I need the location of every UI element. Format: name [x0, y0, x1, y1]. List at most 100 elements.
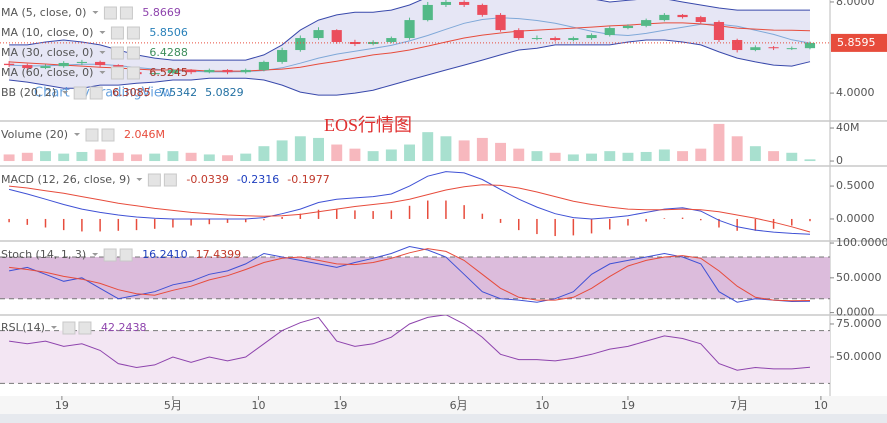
volume-bar [531, 151, 543, 162]
candle-body [4, 63, 15, 66]
candle-body [459, 1, 470, 5]
volume-bar [677, 151, 689, 162]
candle-body [295, 38, 306, 51]
legend-arrow [136, 178, 143, 181]
volume-bar [549, 152, 561, 162]
x-tick-label: 10 [251, 399, 265, 412]
legend-gear-icon [103, 6, 117, 20]
candle-body [222, 69, 233, 73]
candle-body [550, 38, 561, 41]
x-tick-label: 10 [535, 399, 549, 412]
candle-body [313, 30, 324, 39]
legend-name: MA (60, close, 0) [1, 66, 93, 79]
indicator-line [9, 315, 811, 371]
candle-body [768, 47, 779, 49]
volume-bar [94, 149, 106, 162]
volume-bar [622, 152, 634, 162]
legend-gear-icon [147, 173, 161, 187]
candle-body [568, 38, 579, 41]
volume-bar [58, 153, 70, 162]
legend-gear-icon [103, 248, 117, 262]
candle-body [240, 69, 251, 73]
candle-body [750, 47, 761, 51]
pane [3, 123, 816, 162]
legend-name: MA (5, close, 0) [1, 6, 86, 19]
legend-close-icon [89, 86, 103, 100]
legend-name: MA (10, close, 0) [1, 26, 93, 39]
x-tick-label: 7月 [730, 399, 748, 412]
legend-gear-icon [62, 321, 76, 335]
legend-value: 5.8669 [142, 6, 181, 19]
volume-bar [749, 146, 761, 162]
candle-body [641, 20, 652, 26]
volume-bar [567, 154, 579, 162]
legend-arrow [99, 71, 106, 74]
legend-arrow [92, 253, 99, 256]
pane [0, 245, 830, 303]
candle-body [586, 35, 597, 39]
x-tick-label: 19 [621, 399, 635, 412]
volume-bar [640, 151, 652, 162]
last-price-label: 5.8595 [837, 36, 876, 49]
volume-bar [112, 152, 124, 162]
legend-value: -0.2316 [237, 173, 279, 186]
y-tick-label: 50.0000 [836, 271, 882, 284]
volume-bar [240, 153, 252, 162]
y-tick-label: 0.5000 [836, 179, 875, 192]
candle-body [386, 38, 397, 42]
candle-body [40, 66, 51, 69]
legend-name: Volume (20) [1, 128, 68, 141]
volume-bar [385, 149, 397, 162]
legend-value: 5.0829 [205, 86, 244, 99]
chart-title: EOS行情图 [324, 115, 412, 135]
volume-bar [349, 148, 361, 162]
candle-body [149, 73, 160, 75]
volume-bar [404, 144, 415, 162]
legend-gear-icon [85, 128, 99, 142]
x-tick-label: 19 [333, 399, 347, 412]
volume-bar [604, 151, 616, 162]
legend-arrow [99, 51, 106, 54]
volume-bar [222, 155, 233, 162]
pane [4, 0, 816, 96]
volume-bar [586, 153, 598, 162]
volume-bar [458, 140, 470, 162]
last-price-tag [831, 33, 887, 52]
volume-bar [203, 154, 215, 162]
candle-body [495, 14, 506, 31]
legend-value: 6.3085 [112, 86, 151, 99]
volume-bar [131, 154, 142, 162]
volume-bar [658, 149, 670, 162]
volume-bar [422, 132, 434, 162]
candle-body [277, 50, 288, 62]
candle-body [695, 17, 706, 22]
volume-bar [768, 151, 780, 162]
legend-close-icon [126, 46, 140, 60]
volume-bar [185, 152, 197, 162]
volume-bar [40, 151, 51, 162]
legend-value: 42.2438 [101, 321, 147, 334]
candle-body [732, 40, 743, 51]
candle-body [95, 61, 106, 66]
legend-value: 6.4288 [149, 46, 188, 59]
candle-body [258, 61, 270, 70]
legend-name: Stoch (14, 1, 3) [1, 248, 86, 261]
candle-body [622, 25, 634, 29]
y-tick-label: 0.0000 [836, 212, 875, 225]
legend-value: 2.046M [124, 128, 165, 141]
watermark: Chart by TradingView [34, 86, 173, 101]
legend-close-icon [78, 321, 92, 335]
candle-body [22, 65, 33, 69]
volume-bar [804, 159, 816, 162]
band-upper [9, 0, 810, 61]
legend-name: BB (20, 2) [1, 86, 56, 99]
volume-bar [167, 151, 179, 162]
candle-body [604, 28, 615, 36]
volume-bar [313, 137, 324, 162]
legend-close-icon [126, 66, 140, 80]
legend-name: RSI (14) [1, 321, 45, 334]
legend-arrow [99, 31, 106, 34]
legend-close-icon [119, 248, 133, 262]
candle-body [513, 30, 524, 39]
volume-bar [76, 151, 88, 162]
